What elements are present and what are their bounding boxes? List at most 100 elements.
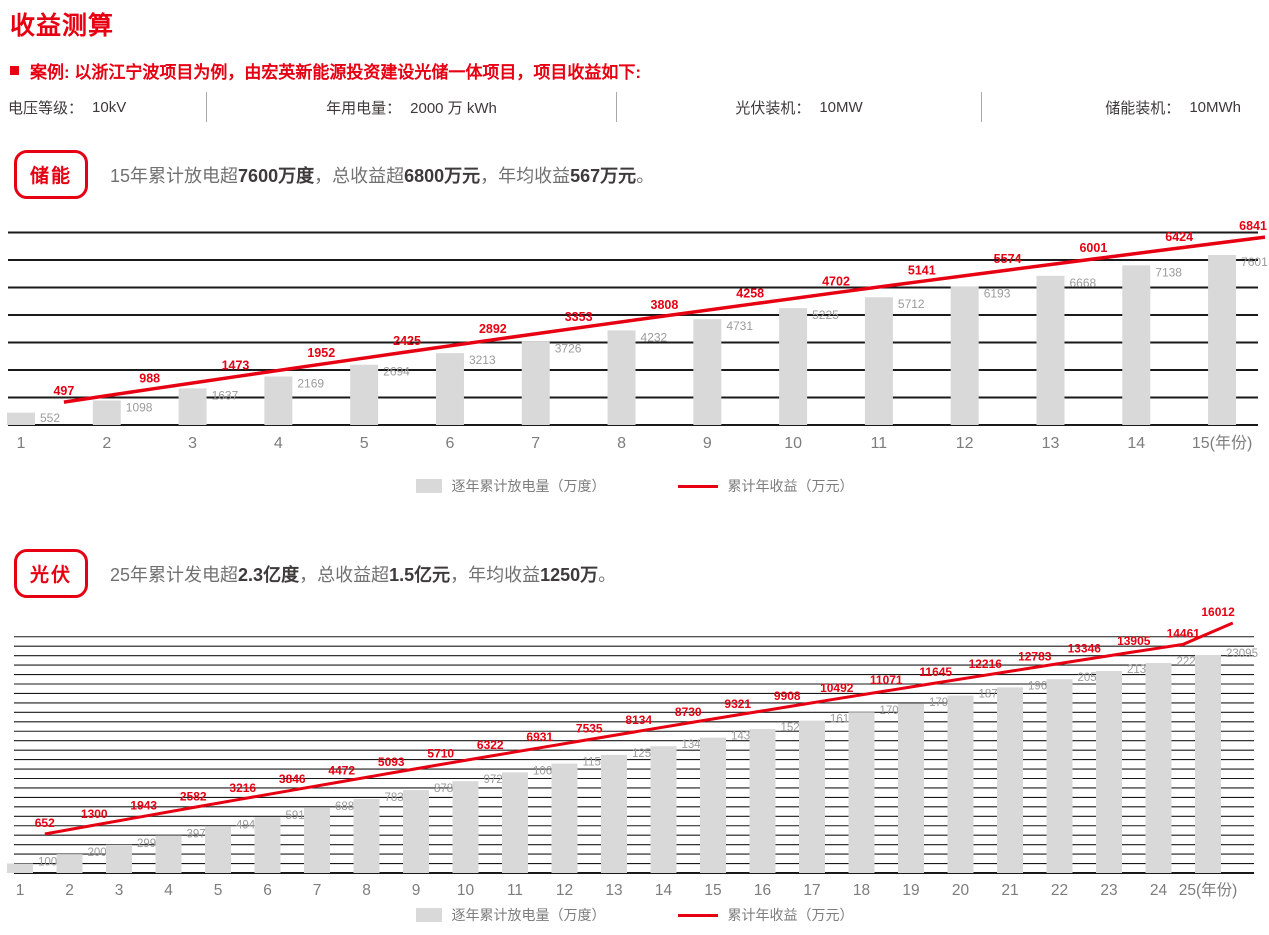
x-tick-label: 4: [274, 435, 283, 452]
bar: [502, 772, 528, 873]
x-tick-label: 18: [853, 882, 870, 899]
x-tick-label: 12: [956, 435, 974, 452]
bar-value-label: 4731: [726, 319, 753, 333]
line-value-label: 9908: [774, 689, 801, 703]
line-value-label: 12783: [1018, 649, 1052, 663]
x-tick-label: 6: [263, 882, 272, 899]
pv-section-header: 光伏 25年累计发电超2.3亿度，总收益超1.5亿元，年均收益1250万。: [14, 549, 616, 598]
storage-chart-legend: 逐年累计放电量（万度） 累计年收益（万元）: [0, 476, 1269, 496]
bar-value-label: 1637: [212, 388, 239, 402]
bar: [452, 781, 479, 873]
line-value-label: 3846: [279, 772, 306, 786]
storage-section-header: 储能 15年累计放电超7600万度，总收益超6800万元，年均收益567万元。: [14, 150, 654, 199]
bar-value-label: 7138: [1155, 265, 1182, 279]
bar: [997, 687, 1023, 873]
bar-value-label: 6668: [1069, 276, 1096, 290]
info-storage-capacity-label: 储能装机：: [1105, 99, 1181, 117]
x-tick-label: 7: [313, 882, 322, 899]
x-tick-label: 8: [617, 435, 626, 452]
line-value-label: 13905: [1117, 634, 1151, 648]
pv-headline: 25年累计发电超2.3亿度，总收益超1.5亿元，年均收益1250万。: [110, 561, 616, 587]
x-tick-label: 15: [704, 882, 721, 899]
x-tick-label: 2: [65, 882, 74, 899]
project-info-bar: 电压等级： 10kV 年用电量： 2000 万 kWh 光伏装机： 10MW 储…: [0, 91, 1269, 123]
line-value-label: 2582: [180, 790, 207, 804]
bar: [1195, 654, 1221, 873]
line-value-label: 988: [139, 371, 160, 385]
bar: [947, 695, 974, 873]
bar: [92, 400, 121, 425]
bar: [178, 388, 207, 425]
bar-value-label: 23095: [1226, 648, 1258, 660]
bar: [304, 808, 330, 873]
x-tick-label: 20: [952, 882, 970, 899]
line-swatch-icon: [677, 484, 718, 488]
info-voltage-value: 10kV: [92, 98, 127, 116]
bar: [1208, 254, 1237, 425]
bar: [435, 353, 464, 425]
x-tick-label: 2: [102, 435, 111, 452]
line-value-label: 2892: [479, 322, 507, 336]
info-annual-consumption-value: 2000 万 kWh: [410, 99, 497, 117]
bar: [56, 854, 83, 873]
bar: [551, 763, 578, 873]
x-tick-label: 3: [115, 882, 124, 899]
bar: [403, 790, 429, 873]
x-tick-label: 12: [556, 882, 573, 899]
line-value-label: 7535: [576, 721, 603, 735]
info-storage-capacity: 储能装机： 10MWh: [982, 92, 1269, 122]
bar: [693, 319, 722, 425]
bar: [864, 297, 893, 425]
headline-text: 25年累计发电超: [110, 564, 239, 585]
line-value-label: 11645: [919, 665, 952, 679]
x-tick-label: 10: [784, 435, 802, 452]
legend-line-label: 累计年收益（万元）: [727, 478, 854, 494]
bar: [106, 844, 132, 873]
bar: [700, 737, 726, 873]
chart-canvas: 5521098163721692694321337264232473152255…: [7, 219, 1268, 452]
x-tick-label: 11: [871, 435, 888, 452]
line-value-label: 497: [53, 384, 74, 398]
line-value-label: 5093: [378, 755, 405, 769]
x-tick-label: 1: [17, 435, 26, 452]
x-tick-label: 9: [412, 882, 421, 899]
info-annual-consumption-label: 年用电量：: [326, 99, 402, 117]
line-value-label: 1300: [81, 807, 108, 821]
bar: [650, 746, 677, 873]
legend-item-line: 累计年收益（万元）: [677, 905, 854, 925]
line-value-label: 6001: [1079, 241, 1107, 255]
x-tick-label: 11: [507, 882, 523, 899]
bar-value-label: 3726: [555, 342, 582, 356]
headline-strong: 7600万度: [238, 165, 315, 186]
x-tick-label: 13: [605, 882, 622, 899]
bar: [848, 712, 875, 873]
bar: [7, 863, 33, 873]
line-value-label: 14461: [1167, 626, 1201, 640]
bar-value-label: 7601: [1241, 255, 1268, 269]
bar-value-label: 5712: [898, 297, 925, 311]
bar-value-label: 2694: [383, 365, 410, 379]
x-tick-label: 5: [214, 882, 223, 899]
headline-text: ，总收益超: [299, 564, 390, 585]
pv-chart-legend: 逐年累计放电量（万度） 累计年收益（万元）: [0, 905, 1269, 925]
info-pv-capacity-value: 10MW: [819, 98, 863, 116]
line-value-label: 8730: [675, 705, 702, 719]
x-tick-label: 24: [1150, 882, 1168, 899]
bar-value-label: 1098: [126, 400, 153, 414]
bar-swatch-icon: [415, 479, 442, 493]
bar: [779, 308, 808, 425]
line-value-label: 13346: [1068, 642, 1102, 656]
line-value-label: 16012: [1201, 605, 1235, 619]
line-value-label: 5141: [908, 263, 936, 277]
bar-value-label: 5225: [812, 308, 839, 322]
x-tick-label: 23: [1100, 882, 1117, 899]
storage-chart: 552 1098 1637 2169 2694 3213 3726 4232 4731 5225 5…: [0, 210, 1269, 460]
info-annual-consumption: 年用电量： 2000 万 kWh: [207, 92, 617, 122]
bar: [607, 330, 636, 425]
revenue-line: [44, 621, 1234, 836]
headline-strong: 2.3亿度: [238, 564, 300, 585]
case-row: 案例: 以浙江宁波项目为例，由宏英新能源投资建设光储一体项目，项目收益如下:: [10, 58, 641, 83]
line-value-label: 4472: [328, 764, 355, 778]
info-voltage-label: 电压等级：: [8, 99, 84, 117]
bar-value-label: 6193: [984, 286, 1011, 300]
